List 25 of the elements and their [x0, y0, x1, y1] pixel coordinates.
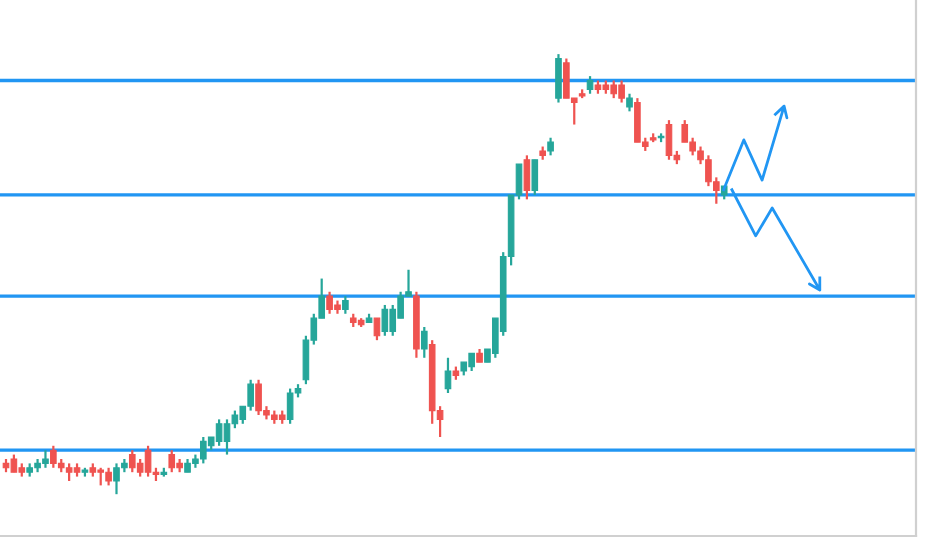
candlestick — [255, 378, 262, 417]
candlestick — [113, 462, 120, 496]
candlestick — [199, 435, 207, 465]
candlestick — [420, 325, 428, 359]
candlestick — [618, 79, 625, 104]
candlestick — [381, 303, 389, 337]
candlestick — [389, 303, 397, 337]
candlestick — [128, 449, 136, 474]
candlestick — [681, 119, 689, 144]
candlestick — [523, 154, 531, 201]
candlestick — [563, 57, 570, 100]
candlestick — [42, 449, 49, 469]
candlestick — [50, 444, 57, 469]
candlestick — [444, 356, 452, 395]
candlestick — [286, 387, 294, 425]
candlestick — [326, 290, 333, 315]
candlestick — [634, 97, 641, 144]
candlestick — [215, 418, 223, 447]
candlestick — [531, 158, 539, 197]
candlestick — [144, 444, 152, 478]
candlestick — [555, 53, 562, 104]
candlestick — [223, 418, 231, 456]
candlestick — [247, 378, 254, 412]
candlestick — [168, 449, 176, 474]
candlestick — [665, 119, 673, 161]
